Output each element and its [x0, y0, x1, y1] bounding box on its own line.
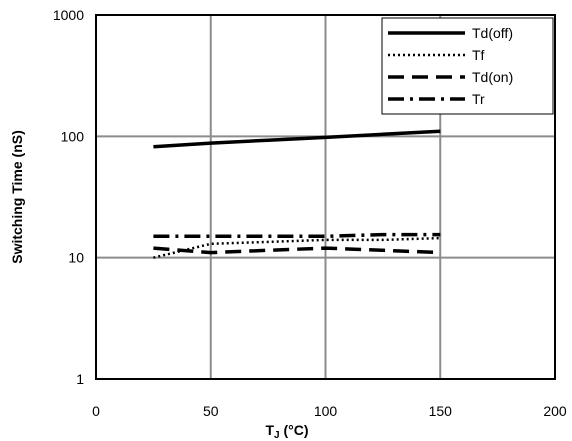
x-tick-label: 150 [429, 403, 453, 419]
y-tick-label: 10 [68, 250, 84, 266]
x-tick-label: 0 [92, 403, 100, 419]
legend-label-td-on: Td(on) [472, 69, 513, 85]
plot-area-frame [95, 14, 556, 380]
x-tick-label: 50 [203, 403, 219, 419]
x-axis-label-main: T [265, 422, 274, 438]
x-axis-ticks: 0 50 100 150 200 [92, 403, 567, 419]
y-axis-ticks: 1 10 100 1000 [53, 7, 84, 387]
x-axis-label: TJ (°C) [265, 422, 308, 441]
y-tick-label: 100 [61, 128, 85, 144]
series-line-tf [153, 236, 441, 259]
legend-label-tr: Tr [472, 91, 485, 107]
y-tick-label: 1 [76, 371, 84, 387]
series-line-td-on [153, 246, 441, 255]
x-axis-label-unit: (°C) [280, 422, 309, 438]
x-axis-label-subscript: J [274, 430, 280, 441]
legend-label-tf: Tf [472, 47, 485, 63]
series-lines [153, 129, 441, 259]
series-line-tr [153, 232, 441, 239]
x-tick-label: 200 [543, 403, 567, 419]
legend: Td(off) Tf Td(on) Tr [381, 17, 554, 115]
x-tick-label: 100 [314, 403, 338, 419]
series-line-td-off [153, 129, 441, 149]
y-tick-label: 1000 [53, 7, 84, 23]
legend-label-td-off: Td(off) [472, 25, 513, 41]
y-axis-label: Switching Time (nS) [9, 130, 25, 264]
